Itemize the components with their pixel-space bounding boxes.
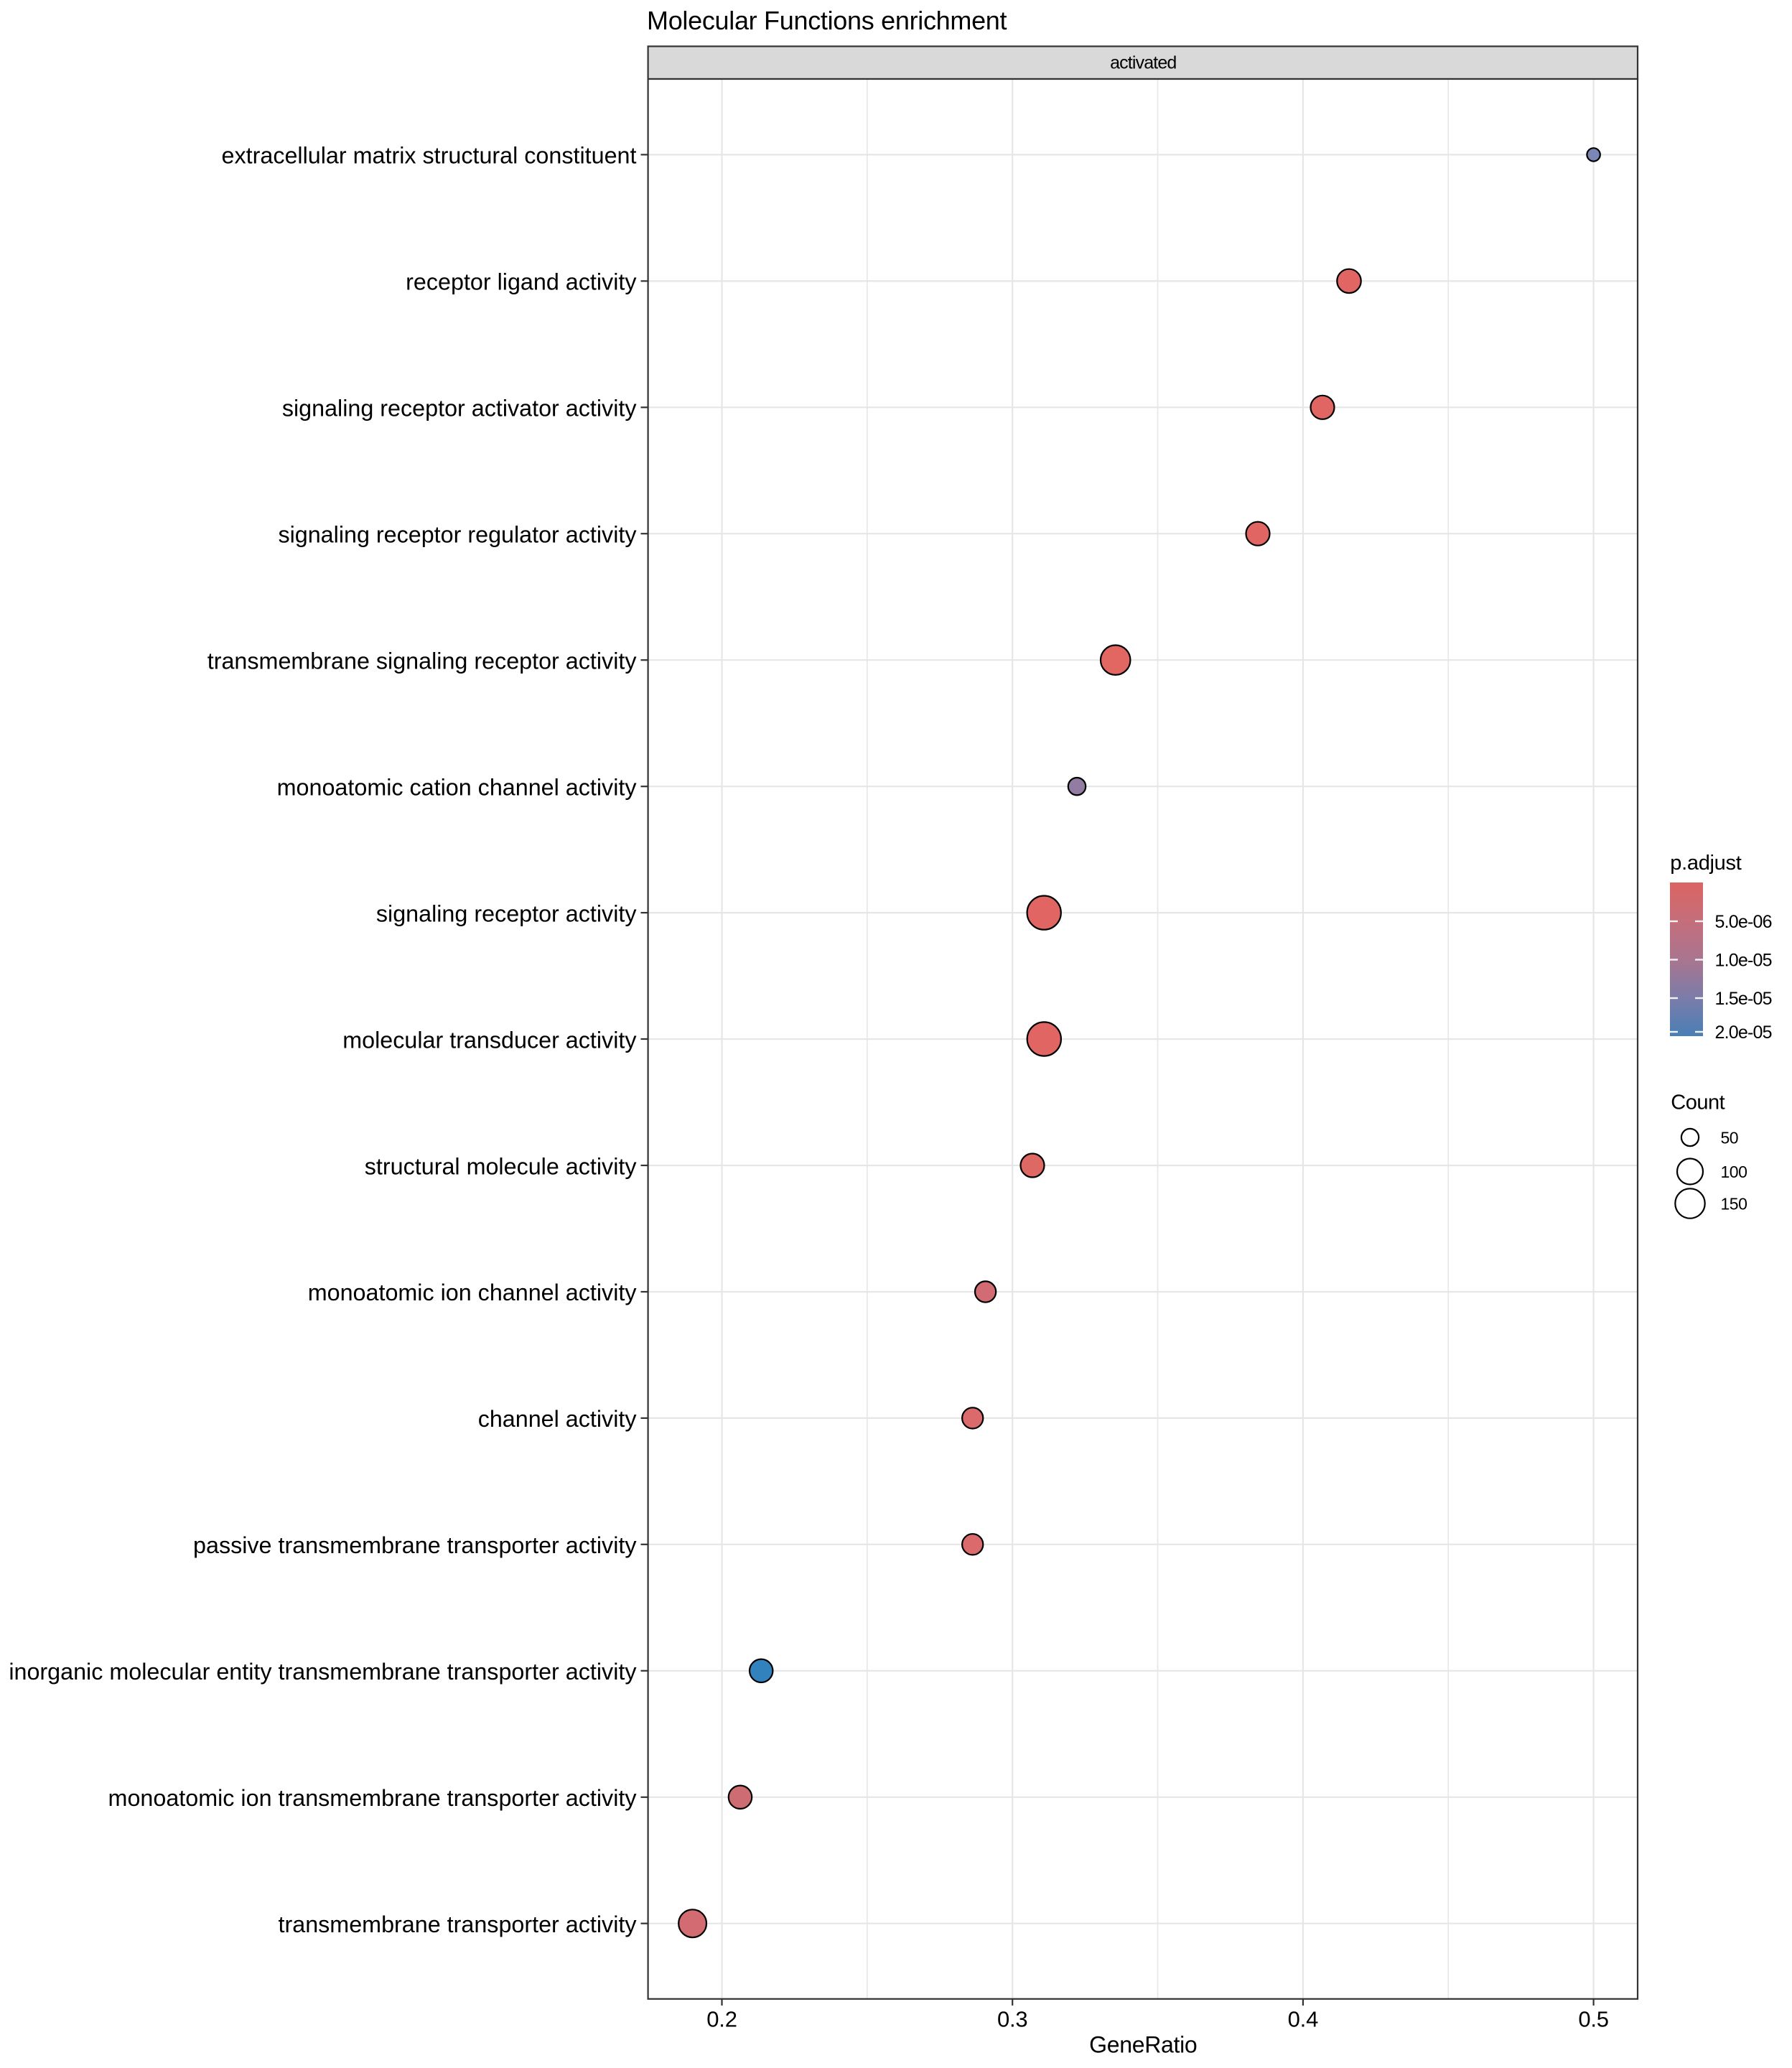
svg-text:signaling receptor activity: signaling receptor activity — [376, 900, 637, 926]
svg-text:receptor ligand activity: receptor ligand activity — [406, 269, 637, 295]
svg-text:100: 100 — [1721, 1163, 1747, 1181]
svg-text:inorganic molecular entity tra: inorganic molecular entity transmembrane… — [9, 1659, 637, 1685]
svg-text:5.0e-06: 5.0e-06 — [1715, 912, 1772, 932]
svg-text:structural molecule activity: structural molecule activity — [365, 1153, 638, 1179]
svg-text:extracellular matrix structura: extracellular matrix structural constitu… — [222, 143, 637, 169]
svg-text:p.adjust: p.adjust — [1670, 852, 1741, 875]
svg-text:signaling receptor regulator a: signaling receptor regulator activity — [278, 522, 637, 548]
svg-text:0.3: 0.3 — [997, 2006, 1028, 2031]
svg-text:Molecular Functions enrichment: Molecular Functions enrichment — [647, 6, 1007, 35]
svg-text:molecular transducer activity: molecular transducer activity — [342, 1027, 637, 1053]
svg-text:activated: activated — [1110, 53, 1176, 73]
svg-text:0.5: 0.5 — [1578, 2006, 1609, 2031]
svg-text:1.5e-05: 1.5e-05 — [1715, 989, 1772, 1009]
svg-text:monoatomic ion channel activit: monoatomic ion channel activity — [308, 1280, 638, 1305]
svg-text:GeneRatio: GeneRatio — [1089, 2032, 1197, 2058]
svg-text:0.4: 0.4 — [1288, 2006, 1319, 2031]
svg-text:monoatomic ion transmembrane t: monoatomic ion transmembrane transporter… — [108, 1785, 638, 1811]
svg-text:passive transmembrane transpor: passive transmembrane transporter activi… — [193, 1532, 637, 1558]
svg-text:Count: Count — [1671, 1091, 1725, 1114]
svg-text:150: 150 — [1721, 1194, 1747, 1213]
svg-text:transmembrane signaling recept: transmembrane signaling receptor activit… — [207, 648, 638, 674]
svg-text:0.2: 0.2 — [706, 2006, 737, 2031]
svg-text:2.0e-05: 2.0e-05 — [1715, 1023, 1772, 1043]
svg-text:50: 50 — [1721, 1128, 1739, 1147]
svg-text:monoatomic cation channel acti: monoatomic cation channel activity — [277, 775, 638, 801]
svg-text:1.0e-05: 1.0e-05 — [1715, 950, 1772, 970]
svg-text:transmembrane transporter acti: transmembrane transporter activity — [279, 1911, 638, 1937]
svg-text:channel activity: channel activity — [478, 1406, 638, 1432]
svg-text:signaling receptor activator a: signaling receptor activator activity — [282, 396, 637, 421]
